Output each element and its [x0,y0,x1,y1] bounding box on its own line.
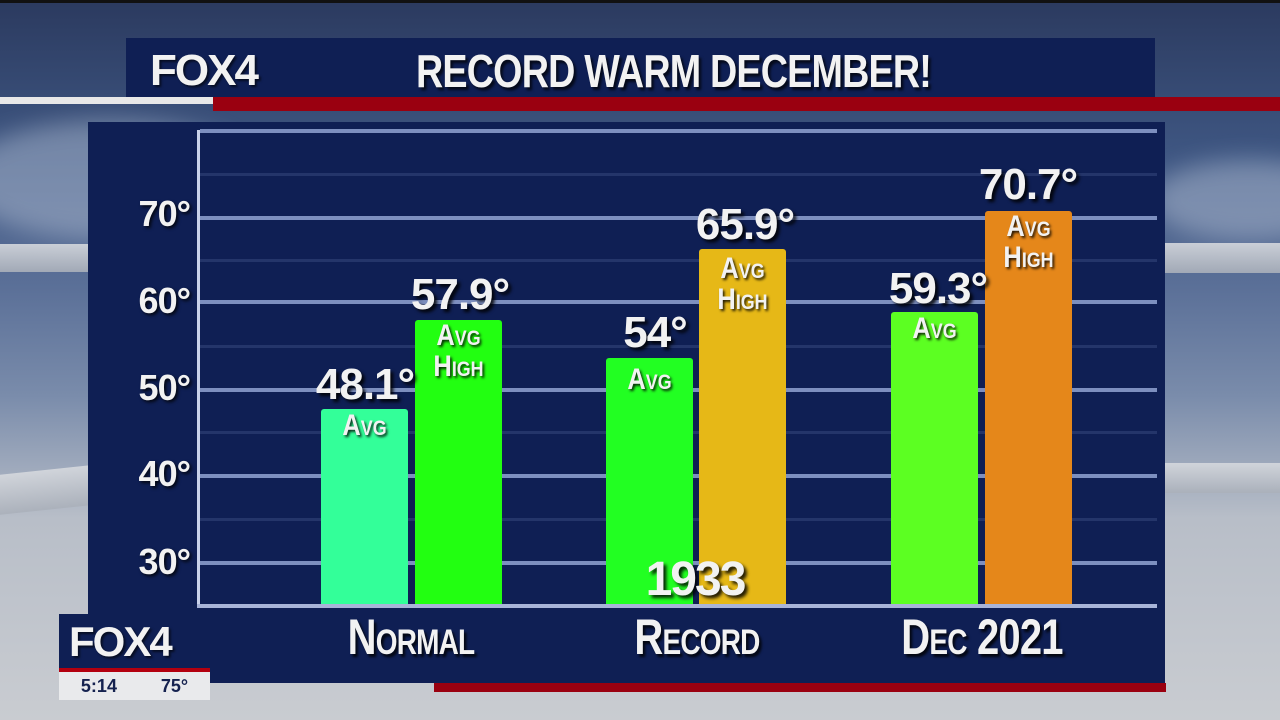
label-record-avg-high-1: Avg [720,252,765,285]
bug-time: 5:14 [80,675,117,696]
y-tick-40: 40° [138,453,191,494]
value-normal-avg-high: 57.9° [410,270,510,319]
label-record-avg-high-2: High [717,283,768,316]
y-tick-60: 60° [138,280,191,321]
value-normal-avg: 48.1° [315,360,415,409]
category-record: Record [634,609,760,665]
page-title: RECORD WARM DECEMBER! [416,45,932,97]
bar-dec2021-avg [891,312,978,606]
value-dec2021-avg: 59.3° [888,264,988,313]
y-tick-50: 50° [138,367,191,408]
bug-info: 5:14 75° [59,672,210,700]
chart-bottom-red-rule [434,683,1166,692]
gridline-55 [200,345,1157,348]
title-banner: FOX4 RECORD WARM DECEMBER! [126,38,1155,98]
bar-dec2021-avg-high [985,211,1072,606]
gridline-70 [200,216,1157,220]
gridline-75 [200,173,1157,176]
background-rail [1165,463,1280,493]
bar-normal-avg-high [415,320,502,606]
x-axis-baseline [197,604,1157,608]
label-record-avg: Avg [627,363,672,396]
fox4-bug-logo: FOX4 [69,618,173,665]
y-axis-line [197,130,200,608]
value-record-avg-high: 65.9° [695,200,795,249]
label-normal-avg: Avg [342,409,387,442]
gridline-60 [200,300,1157,304]
top-strip [0,0,1280,3]
background-rail [1165,243,1280,273]
category-dec-2021: Dec 2021 [901,609,1063,665]
value-dec2021-avg-high: 70.7° [978,160,1078,209]
label-normal-avg-high-1: Avg [436,319,481,352]
category-normal: Normal [347,609,476,665]
y-tick-30: 30° [138,541,191,582]
y-tick-70: 70° [138,193,191,234]
background-rail [0,465,90,515]
header-red-rule [213,97,1280,111]
bug-temperature: 75° [160,675,189,696]
label-dec2021-avg: Avg [912,312,957,345]
label-dec2021-avg-high-1: Avg [1006,210,1051,243]
label-normal-avg-high-2: High [433,350,484,383]
value-record-avg: 54° [623,308,688,357]
fox4-logo: FOX4 [150,46,259,95]
gridline-65 [200,259,1157,262]
gridline-80 [200,129,1157,133]
record-year-annotation: 1933 [645,553,747,606]
label-dec2021-avg-high-2: High [1003,241,1054,274]
background-rail [0,244,90,272]
bar-record-avg-high [699,249,786,606]
bar-normal-avg [321,409,408,606]
bug-logo-area: FOX4 [59,614,210,672]
bar-record-avg [606,358,693,606]
station-bug: FOX4 5:14 75° [59,614,210,700]
header-white-rule [0,97,213,104]
background-cloud [1150,160,1280,240]
